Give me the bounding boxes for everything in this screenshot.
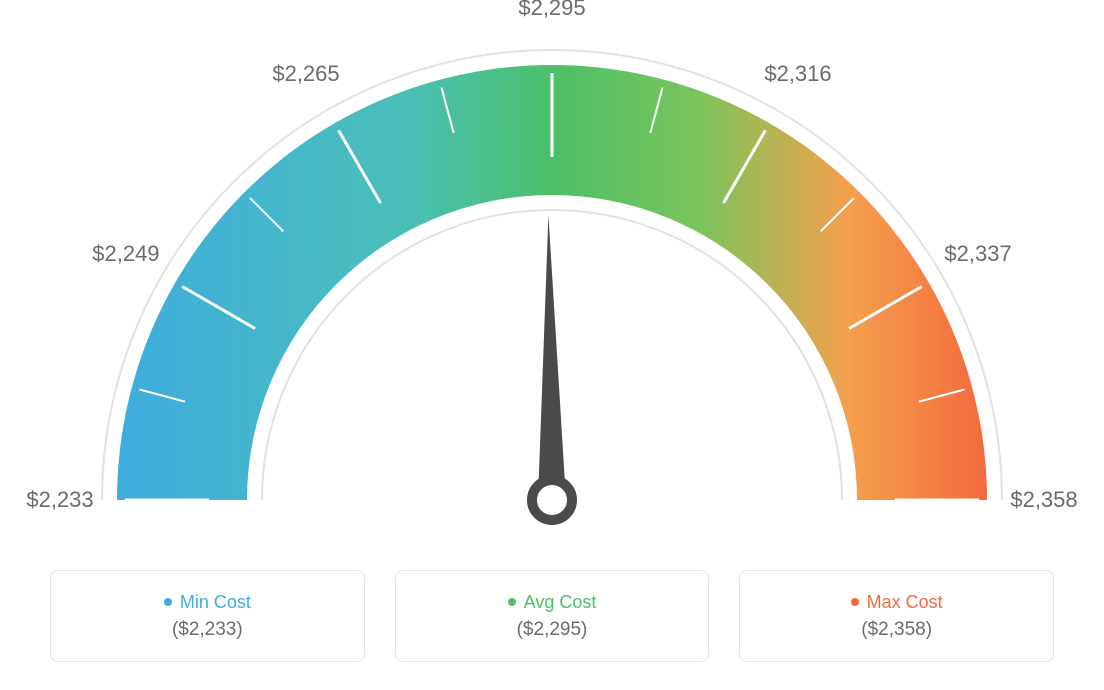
tick-label: $2,233: [26, 487, 93, 513]
legend-card-avg: Avg Cost ($2,295): [395, 570, 710, 662]
legend-avg-title: Avg Cost: [508, 592, 597, 613]
legend-card-max: Max Cost ($2,358): [739, 570, 1054, 662]
tick-label: $2,249: [92, 241, 159, 267]
legend-min-value: ($2,233): [172, 619, 243, 641]
legend-max-value: ($2,358): [861, 619, 932, 641]
legend-card-min: Min Cost ($2,233): [50, 570, 365, 662]
legend-min-label: Min Cost: [180, 592, 251, 613]
needle: [538, 215, 566, 500]
gauge-area: $2,233 $2,249 $2,265 $2,295 $2,316 $2,337 $2,3…: [0, 0, 1104, 560]
tick-label: $2,337: [944, 241, 1011, 267]
legend-max-label: Max Cost: [867, 592, 943, 613]
legend-min-dot: [164, 598, 172, 606]
tick-label: $2,358: [1010, 487, 1077, 513]
needle-hub: [532, 480, 572, 520]
legend-avg-value: ($2,295): [517, 619, 588, 641]
gauge-chart-container: $2,233 $2,249 $2,265 $2,295 $2,316 $2,337 $2,3…: [0, 0, 1104, 690]
legend-max-title: Max Cost: [851, 592, 943, 613]
tick-label: $2,265: [272, 61, 339, 87]
legend-row: Min Cost ($2,233) Avg Cost ($2,295) Max …: [50, 570, 1054, 662]
legend-avg-label: Avg Cost: [524, 592, 597, 613]
legend-max-dot: [851, 598, 859, 606]
tick-label: $2,316: [764, 61, 831, 87]
legend-avg-dot: [508, 598, 516, 606]
gauge-svg: [0, 0, 1104, 560]
tick-label: $2,295: [518, 0, 585, 21]
legend-min-title: Min Cost: [164, 592, 251, 613]
